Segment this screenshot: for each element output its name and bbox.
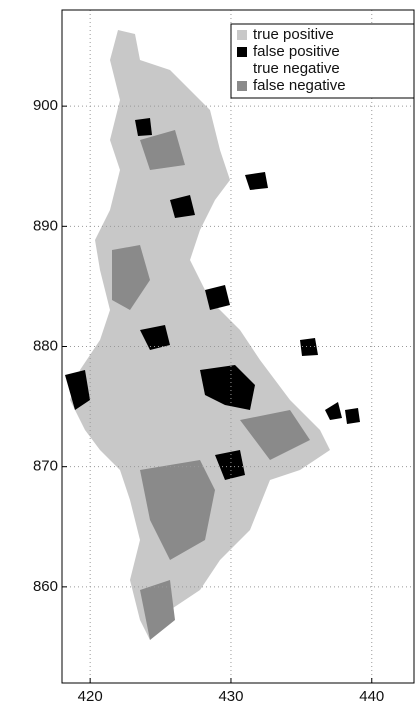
plot-frame (61, 9, 415, 684)
legend-label: true negative (253, 60, 340, 77)
region-black (325, 402, 342, 420)
region-black (170, 195, 195, 218)
region-black (140, 325, 170, 350)
y-tick-label: 870 (33, 458, 58, 475)
y-tick-label: 860 (33, 578, 58, 595)
x-tick-label: 440 (359, 688, 384, 705)
legend-swatch (237, 30, 247, 40)
region-dark (112, 245, 150, 310)
legend-swatch (237, 81, 247, 91)
region-dark (140, 580, 175, 640)
legend-swatch (237, 47, 247, 57)
legend-label: false negative (253, 77, 346, 94)
region-dark (140, 130, 185, 170)
legend-label: false positive (253, 43, 340, 60)
legend-box (230, 23, 415, 99)
region-black (65, 370, 90, 410)
x-tick-label: 430 (218, 688, 243, 705)
x-tick-label: 420 (78, 688, 103, 705)
y-tick-label: 880 (33, 337, 58, 354)
region-black (215, 450, 245, 480)
region-dark (140, 460, 215, 560)
legend-swatch (237, 64, 247, 74)
region-black (135, 118, 152, 136)
legend-label: true positive (253, 26, 334, 43)
region-black (345, 408, 360, 424)
region-black (300, 338, 318, 356)
region-black (245, 172, 268, 190)
region-black (200, 365, 255, 410)
y-tick-label: 900 (33, 97, 58, 114)
region-dark (240, 410, 310, 460)
y-tick-label: 890 (33, 217, 58, 234)
region-light (70, 30, 330, 640)
map-regions (65, 30, 360, 640)
region-black (205, 285, 230, 310)
